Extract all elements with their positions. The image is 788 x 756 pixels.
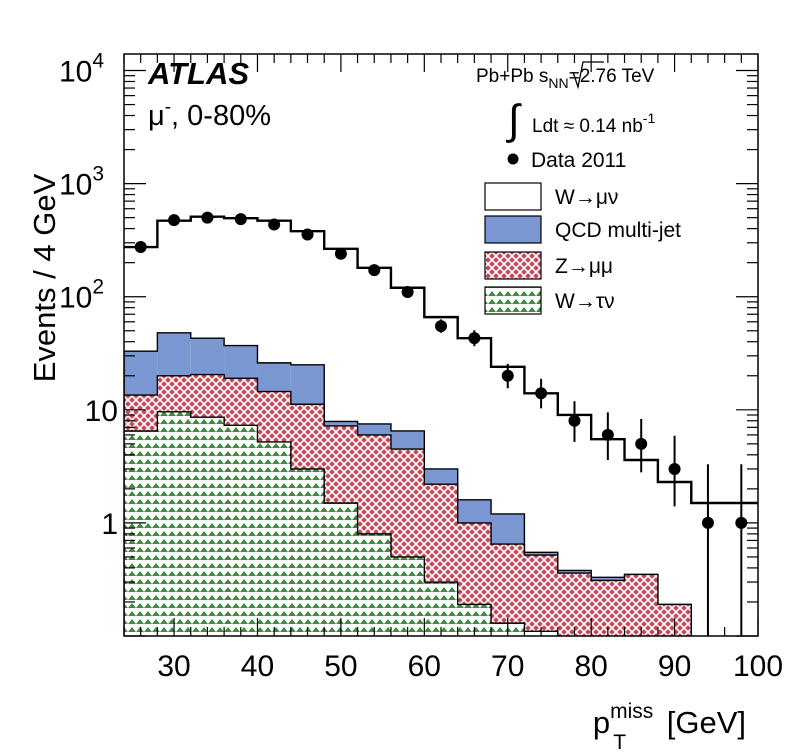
data-point	[401, 286, 414, 299]
data-point	[368, 264, 381, 277]
luminosity-label: Ldt ≈ 0.14 nb-1	[532, 110, 655, 137]
y-axis-title: Events / 4 GeV	[27, 173, 62, 382]
data-point	[301, 228, 314, 241]
subtitle-label: μ-, 0-80%	[148, 97, 271, 132]
data-point	[501, 363, 514, 389]
data-marker	[134, 241, 147, 254]
zmumu-outline	[124, 373, 692, 636]
wtaunu-bin	[290, 468, 325, 636]
axis-ticks	[123, 54, 759, 637]
wtaunu-outline	[124, 411, 559, 636]
data-marker	[201, 211, 214, 224]
data-marker	[635, 437, 648, 450]
w-munu-outline	[124, 215, 758, 505]
legend-swatch-wmunu	[484, 182, 542, 211]
data-point	[701, 464, 714, 636]
data-point	[601, 412, 614, 460]
wtaunu-bin	[190, 417, 225, 636]
wmunu-line	[124, 215, 758, 505]
wtaunu-bin	[224, 425, 258, 636]
data-marker	[268, 218, 281, 231]
x-tick-label: 80	[574, 650, 607, 683]
data-marker	[334, 247, 347, 260]
data-marker	[701, 516, 714, 529]
legend-swatch-zmumu	[484, 251, 542, 280]
legend-label-qcd: QCD multi-jet	[555, 219, 681, 242]
legend-label-wmunu: W→μν	[555, 186, 618, 209]
data-point	[735, 464, 748, 636]
data-marker	[568, 414, 581, 427]
zmumu-bin	[624, 574, 658, 636]
collision-label: Pb+Pb sNN=2.76 TeV	[476, 66, 655, 91]
zmumu-bin	[591, 580, 625, 636]
wtaunu-bin	[390, 556, 425, 636]
legend-label-data: Data 2011	[531, 149, 626, 172]
data-marker	[234, 213, 247, 226]
x-tick-label: 40	[241, 650, 274, 683]
integral-sign: ∫	[506, 96, 522, 143]
zmumu-bin	[557, 573, 592, 636]
data-marker	[468, 332, 481, 345]
y-tick-label: 102	[59, 276, 104, 315]
stacked-histograms	[124, 332, 692, 636]
data-marker	[668, 462, 681, 475]
data-marker	[301, 228, 314, 241]
wtaunu-bin	[257, 441, 291, 636]
y-tick-label: 104	[59, 50, 104, 89]
x-tick-label: 100	[733, 650, 783, 683]
data-point	[568, 401, 581, 442]
data-point	[201, 211, 214, 224]
x-tick-label: 70	[491, 650, 524, 683]
data-marker	[368, 264, 381, 277]
x-tick-label: 60	[408, 650, 441, 683]
data-point	[234, 213, 247, 226]
data-marker	[168, 214, 181, 227]
data-point	[134, 241, 147, 254]
data-point	[268, 218, 281, 231]
legend-swatch-qcd	[484, 215, 542, 244]
data-point	[435, 319, 447, 333]
legend-swatch-wtaunu	[484, 286, 542, 315]
data-marker	[601, 428, 614, 441]
zmumu-bin	[524, 555, 558, 636]
experiment-label: ATLAS	[147, 56, 249, 91]
wtaunu-bin	[157, 411, 191, 636]
legend-label-wtaunu: W→τν	[555, 290, 615, 313]
x-tick-label: 90	[658, 650, 691, 683]
data-point	[468, 330, 481, 347]
wtaunu-bin	[357, 533, 391, 636]
data-marker	[501, 369, 514, 382]
data-marker	[435, 320, 447, 333]
data-point	[168, 214, 181, 227]
data-point	[535, 378, 548, 409]
x-axis-title: pmiss T [GeV]	[593, 700, 746, 754]
x-tick-label: 30	[157, 650, 190, 683]
wtaunu-bin	[324, 502, 358, 636]
data-point	[334, 247, 347, 260]
y-tick-label: 1	[101, 508, 118, 541]
legend-data-marker	[507, 153, 519, 165]
data-point	[635, 418, 648, 473]
data-points	[134, 211, 748, 636]
legend: Data 2011 W→μν QCD multi-jet Z→μμ W→τν	[484, 149, 681, 315]
data-marker	[535, 387, 548, 400]
y-tick-label: 103	[59, 163, 104, 202]
legend-label-zmumu: Z→μμ	[555, 255, 613, 278]
x-tick-label: 50	[324, 650, 357, 683]
y-tick-label: 10	[85, 395, 118, 428]
sqrt-sign	[572, 61, 604, 90]
data-point	[668, 435, 681, 507]
data-marker	[401, 286, 414, 299]
